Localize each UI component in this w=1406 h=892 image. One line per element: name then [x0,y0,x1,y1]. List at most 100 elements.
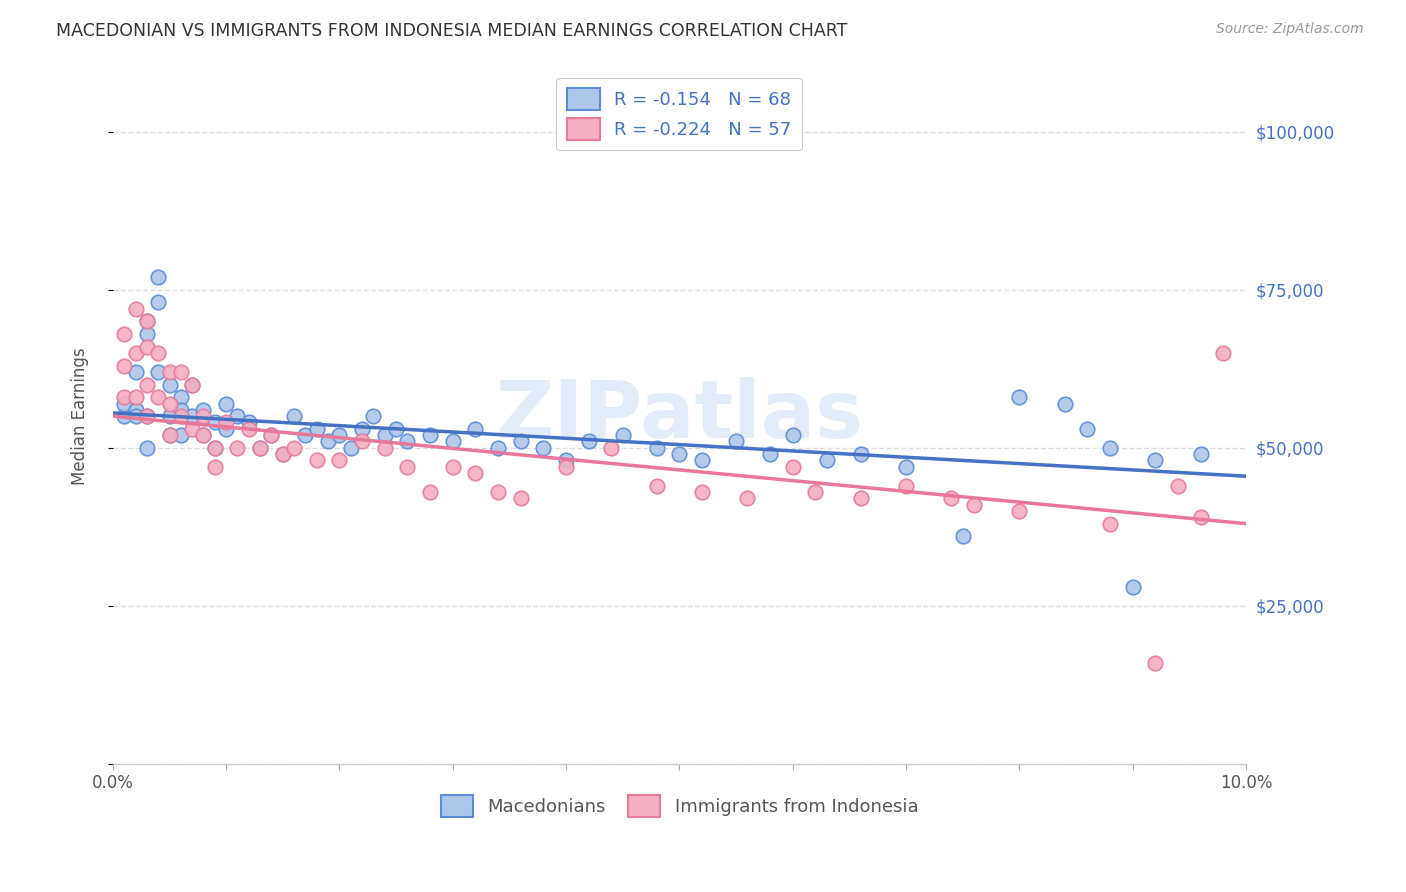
Point [204,441,226,455]
Point [170,390,193,404]
Point [419,428,441,442]
Point [294,428,316,442]
Point [193,428,215,442]
Point [509,434,531,449]
Point [600,441,623,455]
Point [159,365,181,379]
Point [226,441,249,455]
Point [193,409,215,424]
Point [894,479,917,493]
Text: ZIPatlas: ZIPatlas [495,377,863,455]
Point [271,447,294,461]
Text: Source: ZipAtlas.com: Source: ZipAtlas.com [1216,22,1364,37]
Point [645,479,668,493]
Point [146,295,169,310]
Point [135,314,157,328]
Point [159,377,181,392]
Point [1189,447,1212,461]
Point [124,409,146,424]
Point [215,396,238,410]
Point [374,441,396,455]
Point [1144,453,1167,467]
Point [441,434,464,449]
Point [464,422,486,436]
Point [181,377,204,392]
Point [352,434,374,449]
Point [135,409,157,424]
Point [204,416,226,430]
Point [1144,656,1167,670]
Point [170,428,193,442]
Point [555,459,578,474]
Point [283,441,305,455]
Point [112,390,135,404]
Point [181,377,204,392]
Point [204,441,226,455]
Point [124,301,146,316]
Point [555,453,578,467]
Point [374,428,396,442]
Point [441,459,464,474]
Point [815,453,838,467]
Point [668,447,690,461]
Point [249,441,271,455]
Point [1008,504,1031,518]
Point [396,459,419,474]
Point [396,434,419,449]
Point [193,428,215,442]
Point [486,441,509,455]
Point [316,434,339,449]
Point [941,491,963,506]
Point [159,409,181,424]
Point [363,409,385,424]
Point [782,428,804,442]
Point [419,485,441,500]
Point [193,402,215,417]
Point [1053,396,1076,410]
Point [1008,390,1031,404]
Point [385,422,408,436]
Point [1189,510,1212,524]
Y-axis label: Median Earnings: Median Earnings [72,347,89,485]
Text: MACEDONIAN VS IMMIGRANTS FROM INDONESIA MEDIAN EARNINGS CORRELATION CHART: MACEDONIAN VS IMMIGRANTS FROM INDONESIA … [56,22,848,40]
Point [1212,346,1234,360]
Point [1167,479,1189,493]
Point [146,270,169,285]
Point [1076,422,1098,436]
Point [271,447,294,461]
Point [645,441,668,455]
Point [135,377,157,392]
Point [352,422,374,436]
Point [226,409,249,424]
Point [305,453,328,467]
Point [135,441,157,455]
Point [170,365,193,379]
Point [612,428,634,442]
Point [215,416,238,430]
Point [464,466,486,480]
Point [578,434,600,449]
Point [124,365,146,379]
Point [283,409,305,424]
Point [486,485,509,500]
Point [135,340,157,354]
Point [509,491,531,506]
Point [1098,441,1121,455]
Point [159,428,181,442]
Point [849,491,872,506]
Point [112,359,135,373]
Point [305,422,328,436]
Point [339,441,361,455]
Point [181,422,204,436]
Point [249,441,271,455]
Point [124,346,146,360]
Point [135,314,157,328]
Point [146,365,169,379]
Point [238,422,260,436]
Point [724,434,747,449]
Point [159,396,181,410]
Point [759,447,782,461]
Point [170,402,193,417]
Point [328,428,350,442]
Point [260,428,283,442]
